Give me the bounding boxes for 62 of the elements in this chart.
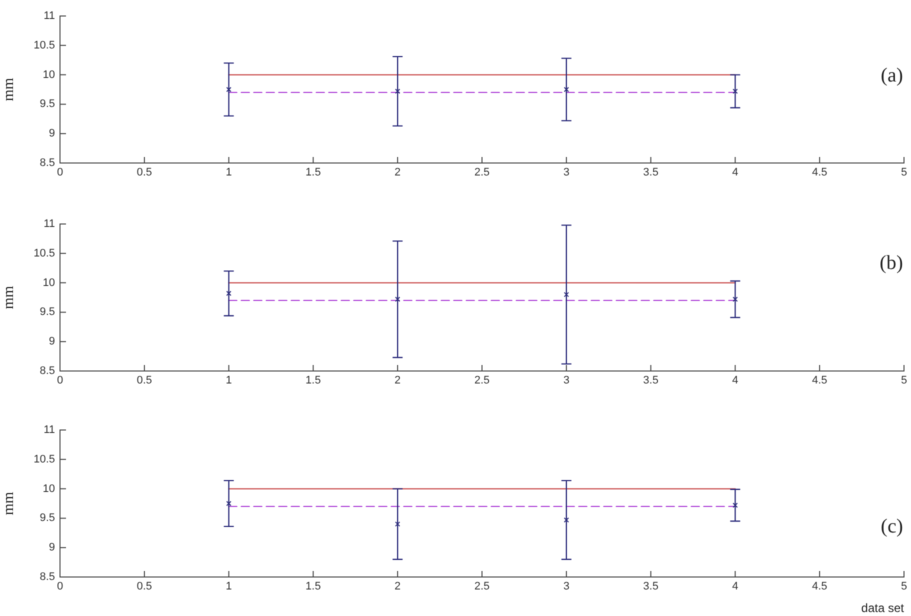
x-tick-label: 2.5 bbox=[474, 580, 490, 593]
x-tick-label: 1 bbox=[226, 166, 232, 179]
y-tick-label: 10.5 bbox=[34, 453, 55, 466]
y-tick-label: 10.5 bbox=[34, 39, 55, 52]
x-axis-title: data set bbox=[861, 601, 905, 616]
x-tick-label: 2.5 bbox=[474, 374, 490, 387]
x-tick-label: 3 bbox=[563, 166, 570, 179]
y-tick-label: 9 bbox=[48, 336, 55, 348]
x-tick-label: 4.5 bbox=[812, 166, 828, 179]
x-tick-label: 5 bbox=[900, 374, 908, 387]
y-tick-label: 10 bbox=[42, 276, 55, 289]
x-tick-label: 1.5 bbox=[306, 166, 321, 179]
x-tick-label: 3 bbox=[563, 374, 570, 387]
x-tick-label: 1.5 bbox=[306, 374, 321, 387]
x-tick-label: 5 bbox=[900, 580, 908, 593]
x-tick-label: 4 bbox=[732, 580, 738, 593]
y-tick-label: 11 bbox=[44, 218, 55, 230]
x-tick-label: 1 bbox=[226, 580, 232, 593]
x-tick-label: 0.5 bbox=[136, 166, 152, 179]
x-tick-label: 5 bbox=[900, 166, 908, 179]
x-tick-label: 3.5 bbox=[643, 374, 658, 387]
x-tick-label: 3.5 bbox=[643, 580, 658, 593]
y-axis-title: mm bbox=[0, 492, 17, 516]
x-tick-label: 3.5 bbox=[643, 166, 658, 179]
annotation: (a) bbox=[880, 64, 903, 87]
y-tick-label: 9.5 bbox=[40, 98, 55, 110]
y-tick-label: 9 bbox=[48, 128, 55, 140]
x-tick-label: 1 bbox=[226, 374, 232, 387]
x-tick-label: 2 bbox=[394, 166, 401, 179]
x-tick-label: 0.5 bbox=[136, 580, 152, 593]
x-tick-label: 0 bbox=[56, 166, 64, 179]
x-tick-label: 0 bbox=[56, 580, 64, 593]
x-tick-label: 2 bbox=[394, 580, 401, 593]
y-tick-label: 11 bbox=[44, 10, 55, 22]
x-tick-label: 2 bbox=[394, 374, 401, 387]
y-tick-label: 8.5 bbox=[40, 157, 55, 170]
x-tick-label: 4 bbox=[732, 166, 738, 179]
x-tick-label: 0.5 bbox=[136, 374, 152, 387]
y-tick-label: 8.5 bbox=[40, 365, 55, 378]
point bbox=[394, 521, 400, 527]
x-tick-label: 4 bbox=[732, 374, 738, 387]
y-tick-label: 9 bbox=[48, 542, 55, 554]
annotation: (b) bbox=[880, 252, 903, 274]
y-tick-label: 10 bbox=[42, 68, 55, 81]
y-tick-label: 10.5 bbox=[34, 247, 55, 260]
y-tick-label: 9.5 bbox=[40, 306, 55, 318]
x-tick-label: 2.5 bbox=[474, 166, 490, 179]
x-tick-label: 0 bbox=[56, 374, 64, 387]
y-tick-label: 11 bbox=[44, 424, 55, 436]
point bbox=[564, 517, 570, 523]
annotation: (c) bbox=[880, 515, 903, 538]
y-axis-title: mm bbox=[0, 286, 17, 310]
x-tick-label: 4.5 bbox=[812, 374, 828, 387]
point bbox=[732, 502, 738, 508]
y-axis-title: mm bbox=[0, 78, 17, 102]
x-tick-label: 3 bbox=[563, 580, 570, 593]
point bbox=[226, 500, 232, 506]
y-tick-label: 9.5 bbox=[40, 512, 55, 524]
x-tick-label: 1.5 bbox=[306, 580, 321, 593]
x-tick-label: 4.5 bbox=[812, 580, 828, 593]
y-tick-label: 10 bbox=[42, 482, 55, 495]
y-tick-label: 8.5 bbox=[40, 571, 55, 584]
